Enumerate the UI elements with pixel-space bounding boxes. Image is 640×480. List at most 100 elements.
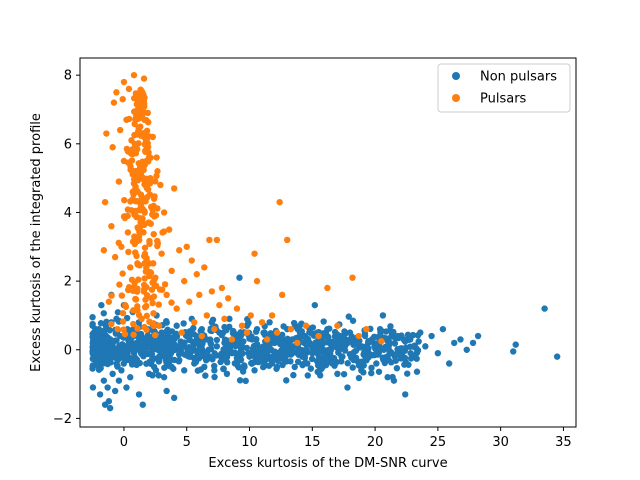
pulsars-point [132,295,139,303]
pulsars-point [128,276,136,283]
non-pulsars-point [89,355,97,363]
pulsars-point [137,217,145,224]
non-pulsars-point [384,374,391,381]
pulsars-point [150,322,157,329]
non-pulsars-point [287,358,294,365]
pulsars-point [135,276,142,283]
pulsars-point [186,298,193,305]
non-pulsars-point [221,345,228,353]
pulsars-point [156,286,164,293]
non-pulsars-point [106,342,114,349]
non-pulsars-point [145,370,153,377]
non-pulsars-point [224,359,231,366]
non-pulsars-point [103,336,110,343]
non-pulsars-point [242,377,249,385]
legend-marker-non-pulsars [452,72,460,80]
non-pulsars-point [273,363,281,371]
non-pulsars-point [368,369,375,377]
non-pulsars-point [234,338,241,346]
non-pulsars-point [368,364,375,372]
pulsars-point [143,127,151,135]
pulsars-point [324,284,331,292]
non-pulsars-point [278,346,286,353]
non-pulsars-point [251,367,258,374]
non-pulsars-point [168,334,175,342]
non-pulsars-point [223,370,231,377]
non-pulsars-point [407,349,414,357]
ticks-layer: 0 5 10 15 20 25 30 35 −2 0 2 4 6 8 [53,69,572,450]
pulsars-point [125,248,132,256]
pulsars-point [228,336,236,343]
x-tick-label: 30 [492,435,509,450]
non-pulsars-point [155,372,162,379]
x-tick-label: 10 [241,435,258,450]
non-pulsars-point [324,325,331,333]
non-pulsars-point [309,344,316,351]
non-pulsars-point [253,325,261,333]
y-tick-label: 8 [64,69,72,84]
pulsars-point [157,181,164,189]
non-pulsars-point [434,350,442,357]
non-pulsars-point [510,348,517,355]
non-pulsars-point [474,332,482,340]
pulsars-point [152,212,160,219]
non-pulsars-point [143,360,150,367]
pulsars-point [147,269,155,277]
pulsars-point [153,154,160,161]
pulsars-point [146,237,153,245]
pulsars-point [247,312,254,319]
non-pulsars-point [283,377,290,384]
non-pulsars-point [380,356,387,363]
non-pulsars-point [364,340,372,347]
non-pulsars-point [386,339,394,347]
pulsars-point [108,223,115,230]
pulsars-point [127,163,134,170]
non-pulsars-point [105,398,113,405]
y-tick-label: 2 [64,275,72,290]
pulsars-point [130,71,138,79]
pulsars-point [143,326,150,334]
non-pulsars-point [379,312,387,319]
non-pulsars-point [263,350,271,357]
non-pulsars-point [303,346,310,353]
pulsars-point [253,277,261,285]
non-pulsars-point [380,346,388,353]
non-pulsars-point [135,391,143,398]
non-pulsars-point [271,348,279,355]
non-pulsars-point [89,365,96,372]
non-pulsars-point [186,353,193,360]
non-pulsars-point [286,350,293,357]
non-pulsars-point [130,360,138,367]
non-pulsars-point [110,346,118,353]
non-pulsars-point [404,370,411,377]
pulsars-point [128,207,135,214]
non-pulsars-point [349,317,357,324]
non-pulsars-point [239,350,246,357]
pulsars-point [138,162,146,169]
non-pulsars-point [422,343,429,350]
non-pulsars-point [149,354,156,362]
pulsars-point [151,331,159,339]
non-pulsars-point [445,360,453,367]
pulsars-point [128,157,136,164]
non-pulsars-point [323,332,330,339]
x-tick-label: 0 [120,435,128,450]
non-pulsars-point [196,350,203,357]
non-pulsars-point [256,346,263,353]
pulsars-point [141,275,148,282]
pulsars-point [163,291,170,299]
pulsars-point [211,325,218,333]
non-pulsars-point [90,350,98,357]
pulsars-point [141,304,149,311]
non-pulsars-point [253,340,261,348]
pulsars-point [135,114,143,122]
non-pulsars-point [194,367,202,374]
non-pulsars-point [390,328,397,336]
non-pulsars-point [405,361,412,368]
non-pulsars-point [116,332,124,340]
non-pulsars-point [375,368,383,375]
non-pulsars-point [216,329,223,336]
pulsars-point [100,247,108,254]
non-pulsars-point [469,339,477,347]
